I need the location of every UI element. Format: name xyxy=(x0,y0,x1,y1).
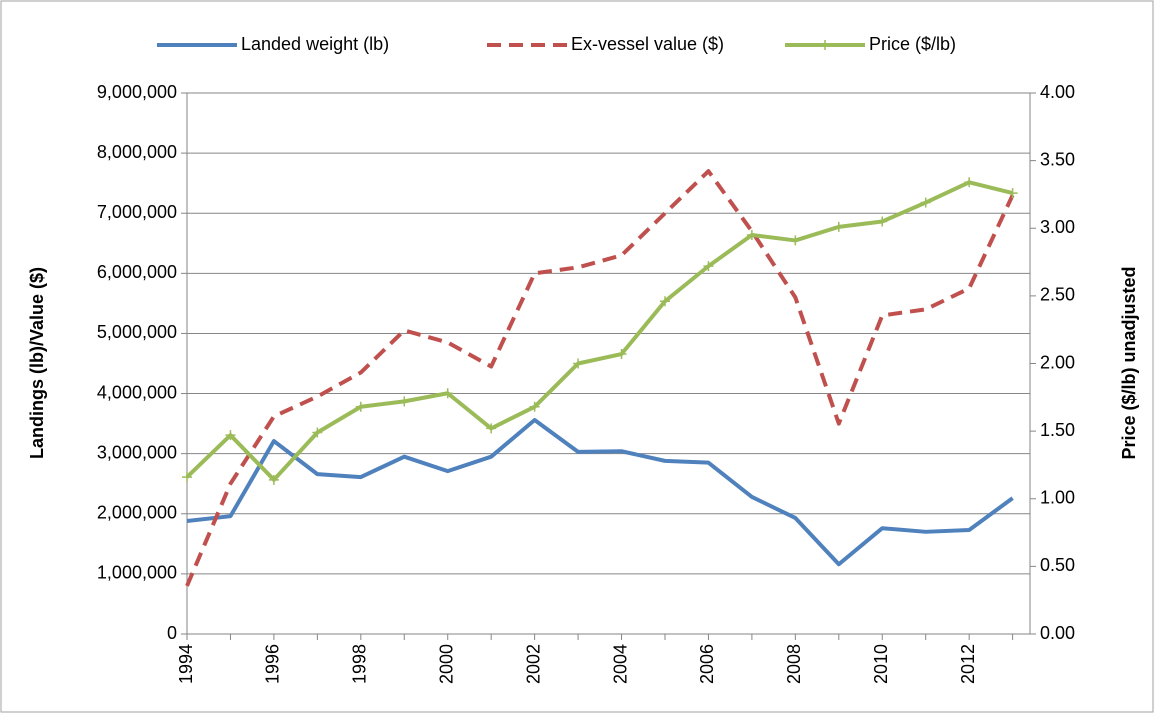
point-marker xyxy=(746,230,757,241)
point-marker xyxy=(355,401,366,412)
point-marker xyxy=(399,396,410,407)
y-axis-title: Landings (lb)/Value ($) xyxy=(27,267,47,459)
y2-axis-title: Price ($/lb) unadjusted xyxy=(1119,266,1139,459)
x-tick-label: 2002 xyxy=(523,644,543,684)
y2-tick-label: 4.00 xyxy=(1040,82,1075,102)
y2-tick-label: 1.00 xyxy=(1040,488,1075,508)
y2-tick-label: 3.50 xyxy=(1040,149,1075,169)
point-marker xyxy=(964,177,975,188)
series-line xyxy=(186,418,1014,567)
x-tick-label: 2008 xyxy=(784,644,804,684)
legend-label: Landed weight (lb) xyxy=(241,34,389,54)
point-marker xyxy=(442,388,453,399)
legend-label: Ex-vessel value ($) xyxy=(571,34,724,54)
point-marker xyxy=(920,197,931,208)
y-tick-label: 0 xyxy=(167,623,177,643)
point-marker xyxy=(573,358,584,369)
point-marker xyxy=(790,235,801,246)
point-marker xyxy=(529,401,540,412)
point-marker xyxy=(833,221,844,232)
x-tick-label: 2004 xyxy=(610,644,630,684)
point-marker xyxy=(616,349,627,360)
y-tick-label: 2,000,000 xyxy=(97,503,177,523)
x-tick-label: 1996 xyxy=(263,644,283,684)
point-marker xyxy=(877,216,888,227)
y-tick-label: 5,000,000 xyxy=(97,322,177,342)
x-tick-label: 2012 xyxy=(958,644,978,684)
x-tick-label: 1998 xyxy=(350,644,370,684)
y-tick-label: 4,000,000 xyxy=(97,382,177,402)
x-tick-label: 2010 xyxy=(871,644,891,684)
x-tick-label: 2006 xyxy=(697,644,717,684)
point-marker xyxy=(312,427,323,438)
y2-tick-label: 2.50 xyxy=(1040,285,1075,305)
point-marker xyxy=(486,423,497,434)
legend-marker xyxy=(820,40,830,50)
series-line xyxy=(185,180,1014,482)
y2-tick-label: 0.50 xyxy=(1040,555,1075,575)
y-tick-label: 8,000,000 xyxy=(97,142,177,162)
y2-tick-label: 0.00 xyxy=(1040,623,1075,643)
point-marker xyxy=(1007,188,1018,199)
y-tick-label: 1,000,000 xyxy=(97,563,177,583)
y-tick-label: 7,000,000 xyxy=(97,202,177,222)
y-tick-label: 3,000,000 xyxy=(97,442,177,462)
point-marker xyxy=(703,261,714,272)
x-tick-label: 1994 xyxy=(176,644,196,684)
legend-label: Price ($/lb) xyxy=(869,34,956,54)
point-marker xyxy=(659,296,670,307)
y2-tick-label: 1.50 xyxy=(1040,420,1075,440)
point-marker xyxy=(182,472,192,483)
series-line xyxy=(185,169,1015,587)
y2-tick-label: 3.00 xyxy=(1040,217,1075,237)
x-tick-label: 2000 xyxy=(436,644,456,684)
y-tick-label: 9,000,000 xyxy=(97,82,177,102)
y-tick-label: 6,000,000 xyxy=(97,262,177,282)
y2-tick-label: 2.00 xyxy=(1040,352,1075,372)
point-marker xyxy=(268,474,279,485)
point-marker xyxy=(225,430,236,441)
